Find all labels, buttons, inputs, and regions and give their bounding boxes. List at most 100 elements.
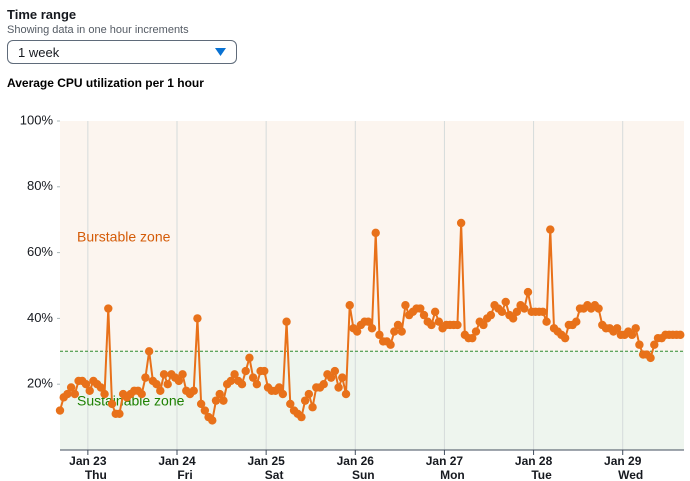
data-point bbox=[520, 304, 529, 313]
data-point bbox=[397, 327, 406, 336]
data-point bbox=[523, 287, 533, 297]
data-point bbox=[456, 218, 466, 228]
data-point bbox=[104, 304, 113, 313]
data-point bbox=[189, 386, 198, 395]
data-point bbox=[219, 396, 228, 405]
data-point bbox=[196, 399, 206, 409]
section-description: Showing data in one hour increments bbox=[7, 24, 189, 36]
x-tick-sublabel: Tue bbox=[531, 468, 552, 481]
data-point bbox=[241, 366, 250, 376]
y-tick-label: 20% bbox=[27, 376, 53, 391]
data-point bbox=[278, 389, 288, 399]
data-point bbox=[81, 380, 91, 389]
data-point bbox=[341, 389, 351, 399]
x-tick-sublabel: Thu bbox=[85, 468, 107, 481]
time-range-dropdown[interactable]: 1 week bbox=[7, 40, 237, 64]
data-point bbox=[304, 389, 314, 399]
data-point bbox=[594, 304, 603, 313]
x-tick-label: Jan 26 bbox=[337, 454, 375, 468]
data-point bbox=[96, 383, 106, 392]
data-point bbox=[572, 317, 581, 326]
data-point bbox=[542, 317, 551, 326]
data-point bbox=[193, 314, 202, 323]
data-point bbox=[512, 307, 522, 317]
x-tick-label: Jan 28 bbox=[515, 454, 553, 468]
data-point bbox=[163, 380, 172, 389]
x-tick-label: Jan 29 bbox=[604, 454, 642, 468]
data-point bbox=[612, 324, 622, 333]
data-point bbox=[427, 320, 436, 330]
data-point bbox=[453, 320, 462, 330]
x-tick-label: Jan 27 bbox=[426, 454, 464, 468]
data-point bbox=[55, 406, 65, 415]
data-point bbox=[508, 314, 518, 323]
data-point bbox=[226, 376, 236, 386]
data-point bbox=[178, 370, 187, 379]
data-point bbox=[631, 324, 640, 333]
data-point bbox=[115, 409, 124, 419]
data-point bbox=[260, 366, 269, 376]
x-tick-sublabel: Mon bbox=[440, 468, 465, 481]
data-point bbox=[211, 396, 221, 405]
data-point bbox=[434, 317, 444, 326]
data-point bbox=[486, 310, 496, 320]
data-point bbox=[345, 301, 354, 310]
data-point bbox=[141, 373, 150, 382]
data-point bbox=[390, 327, 399, 336]
data-point bbox=[156, 386, 165, 395]
data-point bbox=[174, 376, 184, 386]
data-point bbox=[371, 228, 380, 238]
data-point bbox=[646, 353, 655, 363]
zone-lower bbox=[60, 351, 684, 450]
data-point bbox=[286, 399, 295, 409]
section-title: Time range bbox=[7, 7, 77, 22]
data-point bbox=[401, 301, 410, 310]
data-point bbox=[416, 304, 425, 313]
data-point bbox=[471, 327, 481, 336]
x-tick-sublabel: Sat bbox=[265, 468, 284, 481]
zone-label: Burstable zone bbox=[77, 229, 171, 245]
data-point bbox=[107, 399, 117, 409]
data-point bbox=[627, 330, 637, 340]
data-point bbox=[393, 320, 403, 330]
data-point bbox=[70, 389, 80, 399]
data-point bbox=[330, 366, 340, 376]
data-point bbox=[282, 317, 291, 326]
data-point bbox=[245, 353, 254, 363]
data-point bbox=[100, 389, 109, 399]
dropdown-caret bbox=[215, 48, 226, 56]
data-point bbox=[501, 297, 510, 307]
data-point bbox=[208, 416, 217, 425]
data-point bbox=[364, 317, 373, 326]
data-point bbox=[63, 389, 72, 399]
data-point bbox=[635, 340, 644, 349]
data-point bbox=[367, 324, 377, 333]
data-point bbox=[85, 386, 94, 395]
data-point bbox=[352, 327, 362, 336]
data-point bbox=[326, 373, 336, 382]
data-point bbox=[419, 310, 429, 320]
data-point bbox=[338, 373, 347, 382]
y-tick-label: 60% bbox=[27, 244, 53, 259]
x-tick-label: Jan 24 bbox=[158, 454, 196, 468]
data-point bbox=[137, 389, 146, 399]
data-point bbox=[66, 383, 76, 392]
data-point bbox=[159, 370, 169, 379]
data-point bbox=[497, 307, 507, 317]
data-point bbox=[546, 225, 555, 234]
data-point bbox=[468, 333, 477, 343]
data-point bbox=[144, 347, 154, 356]
y-tick-label: 40% bbox=[27, 310, 53, 325]
data-point bbox=[386, 340, 395, 349]
data-point bbox=[430, 307, 440, 317]
data-point bbox=[274, 383, 284, 392]
data-point bbox=[230, 370, 239, 379]
x-tick-label: Jan 23 bbox=[69, 454, 107, 468]
x-tick-sublabel: Fri bbox=[177, 468, 192, 481]
y-tick-label: 80% bbox=[27, 178, 53, 193]
data-point bbox=[237, 380, 247, 389]
x-tick-label: Jan 25 bbox=[247, 454, 285, 468]
data-point bbox=[252, 380, 262, 389]
